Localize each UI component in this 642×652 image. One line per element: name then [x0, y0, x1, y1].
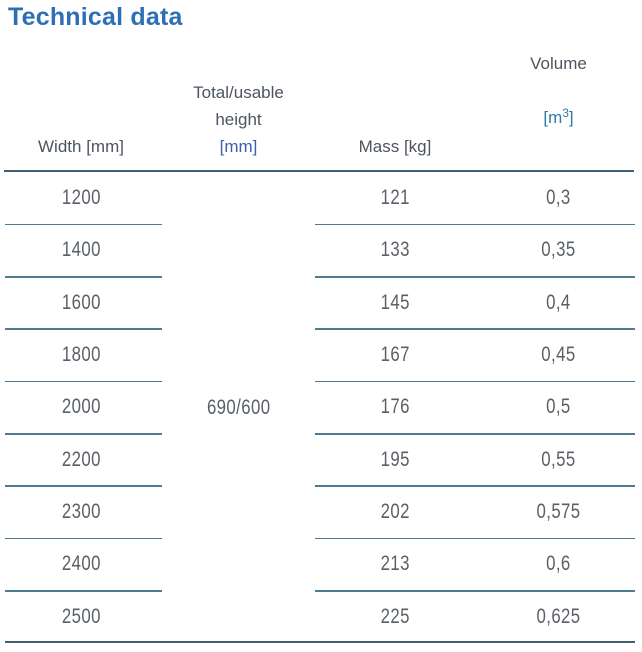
volume-value: 0,6 — [546, 552, 571, 576]
mass-value: 202 — [380, 500, 410, 524]
header-spacer — [475, 77, 642, 104]
column-header-height-unit: [mm] — [219, 137, 258, 156]
volume-cell: 0,45 — [475, 343, 642, 367]
mass-value: 121 — [380, 186, 410, 210]
width-value: 2400 — [61, 552, 101, 576]
volume-value: 0,35 — [541, 238, 576, 262]
table-row: 1800 167 0,45 — [0, 329, 642, 383]
mass-value: 133 — [380, 238, 410, 262]
mass-cell: 167 — [315, 343, 475, 367]
mass-cell: 202 — [315, 500, 475, 524]
shared-height-cell: 690/600 — [162, 172, 315, 643]
width-value: 2200 — [61, 447, 101, 471]
table-row: 2000 176 0,5 — [0, 381, 642, 435]
table-row: 1600 145 0,4 — [0, 277, 642, 331]
column-header-height-line2: height — [215, 110, 262, 129]
volume-value: 0,3 — [546, 186, 571, 210]
volume-unit-close: ] — [568, 108, 574, 127]
volume-cell: 0,35 — [475, 238, 642, 262]
mass-cell: 133 — [315, 238, 475, 262]
column-header-volume-unit: [m3] — [475, 104, 642, 133]
header-spacer — [475, 133, 642, 160]
mass-cell: 195 — [315, 448, 475, 472]
width-value: 2300 — [61, 500, 101, 524]
width-cell: 1200 — [0, 186, 162, 210]
mass-value: 176 — [380, 395, 410, 419]
width-value: 1200 — [61, 186, 101, 210]
width-cell: 2000 — [0, 395, 162, 419]
mass-cell: 121 — [315, 186, 475, 210]
mass-cell: 213 — [315, 552, 475, 576]
table-body: 690/600 1200 121 0,3 1400 133 0,35 1600 … — [0, 172, 642, 643]
width-cell: 1800 — [0, 343, 162, 367]
volume-cell: 0,3 — [475, 186, 642, 210]
volume-value: 0,55 — [541, 447, 576, 471]
volume-cell: 0,4 — [475, 291, 642, 315]
width-value: 2000 — [61, 395, 101, 419]
mass-value: 195 — [380, 447, 410, 471]
volume-cell: 0,55 — [475, 448, 642, 472]
volume-cell: 0,6 — [475, 552, 642, 576]
table-row: 2300 202 0,575 — [0, 486, 642, 540]
volume-cell: 0,625 — [475, 605, 642, 629]
width-value: 2500 — [61, 604, 101, 628]
width-cell: 2500 — [0, 605, 162, 629]
volume-cell: 0,575 — [475, 500, 642, 524]
width-value: 1400 — [61, 238, 101, 262]
width-cell: 2300 — [0, 500, 162, 524]
width-cell: 2200 — [0, 448, 162, 472]
mass-value: 213 — [380, 552, 410, 576]
column-header-mass-label: Mass [kg] — [358, 137, 432, 156]
column-header-height-line1: Total/usable — [193, 83, 284, 102]
mass-value: 225 — [380, 604, 410, 628]
mass-cell: 176 — [315, 395, 475, 419]
width-cell: 1600 — [0, 291, 162, 315]
column-header-width: Width [mm] — [0, 133, 162, 172]
volume-value: 0,575 — [536, 500, 581, 524]
width-cell: 1400 — [0, 238, 162, 262]
width-value: 1800 — [61, 343, 101, 367]
mass-value: 167 — [380, 343, 410, 367]
column-header-volume-label: Volume — [530, 54, 587, 73]
column-header-volume: Volume [m3] — [475, 50, 642, 172]
table-row: 1200 121 0,3 — [0, 172, 642, 226]
table-row: 1400 133 0,35 — [0, 224, 642, 278]
page-title: Technical data — [8, 3, 183, 31]
table-row: 2200 195 0,55 — [0, 434, 642, 488]
shared-height-value: 690/600 — [206, 395, 271, 419]
mass-cell: 225 — [315, 605, 475, 629]
table-row: 2400 213 0,6 — [0, 538, 642, 592]
volume-value: 0,5 — [546, 395, 571, 419]
volume-unit-superscript: 3 — [562, 106, 569, 120]
mass-value: 145 — [380, 290, 410, 314]
volume-value: 0,4 — [546, 290, 571, 314]
volume-value: 0,625 — [536, 604, 581, 628]
volume-cell: 0,5 — [475, 395, 642, 419]
column-header-mass: Mass [kg] — [315, 133, 475, 172]
column-header-height: Total/usable height [mm] — [162, 79, 315, 172]
volume-unit-open: [m — [543, 108, 563, 127]
column-header-width-label: Width [mm] — [38, 137, 124, 156]
table-row: 2500 225 0,625 — [0, 591, 642, 643]
table-header-row: Width [mm] Total/usable height [mm] Mass… — [0, 0, 642, 172]
width-value: 1600 — [61, 290, 101, 314]
mass-cell: 145 — [315, 291, 475, 315]
width-cell: 2400 — [0, 552, 162, 576]
volume-value: 0,45 — [541, 343, 576, 367]
